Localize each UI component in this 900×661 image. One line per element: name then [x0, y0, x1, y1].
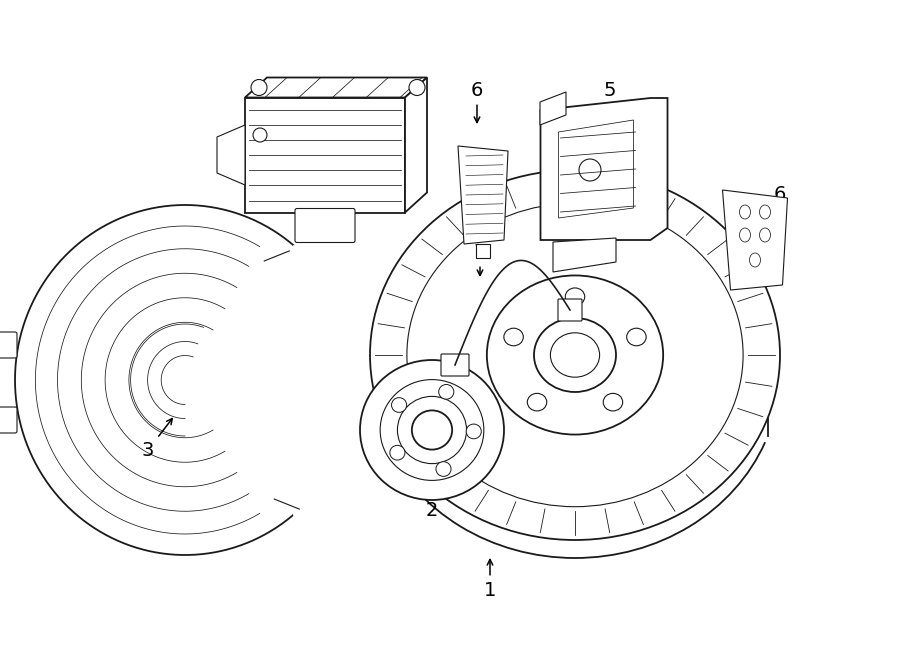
Polygon shape: [217, 125, 245, 185]
FancyBboxPatch shape: [0, 332, 17, 358]
Polygon shape: [541, 98, 668, 240]
Polygon shape: [245, 98, 405, 212]
FancyBboxPatch shape: [295, 208, 355, 243]
Circle shape: [253, 128, 267, 142]
Ellipse shape: [360, 360, 504, 500]
FancyBboxPatch shape: [0, 407, 17, 433]
FancyBboxPatch shape: [558, 299, 582, 321]
Polygon shape: [723, 190, 788, 290]
Ellipse shape: [392, 398, 407, 412]
Polygon shape: [405, 77, 427, 212]
Ellipse shape: [466, 424, 482, 439]
Ellipse shape: [370, 170, 780, 540]
Polygon shape: [540, 92, 566, 125]
Polygon shape: [553, 238, 616, 272]
Ellipse shape: [534, 318, 616, 392]
Ellipse shape: [626, 329, 646, 346]
Text: 5: 5: [598, 81, 616, 121]
Polygon shape: [15, 205, 294, 555]
Text: 4: 4: [332, 85, 344, 136]
Text: 2: 2: [426, 477, 438, 520]
Text: 7: 7: [473, 243, 486, 276]
Ellipse shape: [412, 410, 452, 449]
Ellipse shape: [436, 461, 451, 477]
Ellipse shape: [504, 329, 523, 346]
Polygon shape: [476, 244, 490, 258]
Polygon shape: [245, 77, 427, 98]
Text: 3: 3: [142, 418, 172, 459]
Circle shape: [409, 79, 425, 95]
Polygon shape: [458, 146, 508, 244]
Text: 1: 1: [484, 559, 496, 600]
Circle shape: [251, 79, 267, 95]
Ellipse shape: [438, 385, 454, 399]
Text: 6: 6: [471, 81, 483, 122]
Ellipse shape: [527, 393, 547, 411]
Ellipse shape: [390, 446, 405, 460]
Text: 6: 6: [762, 186, 787, 224]
Ellipse shape: [487, 276, 663, 434]
FancyBboxPatch shape: [441, 354, 469, 376]
Ellipse shape: [603, 393, 623, 411]
Ellipse shape: [565, 288, 585, 305]
